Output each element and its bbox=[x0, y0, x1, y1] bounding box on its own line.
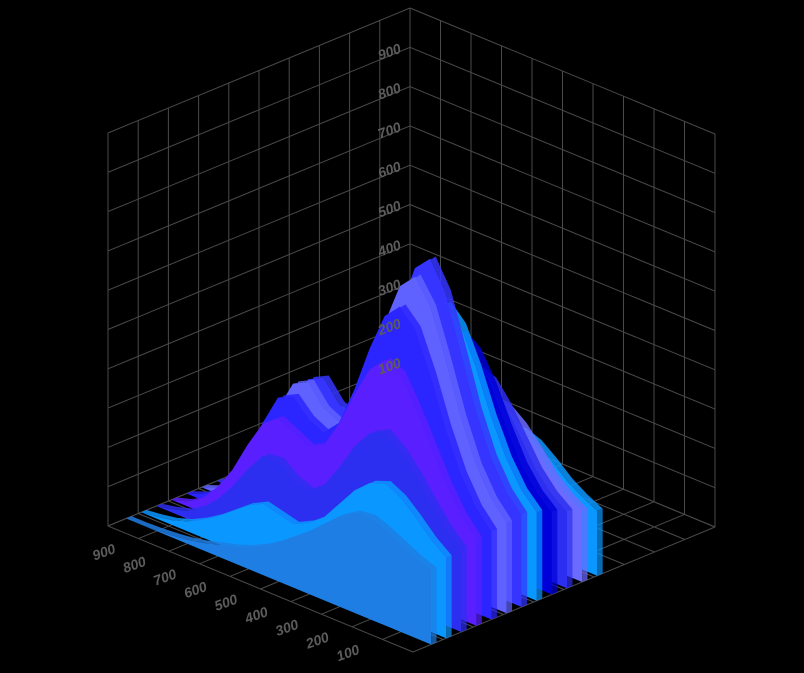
ribbon-end-cap bbox=[521, 512, 528, 607]
ribbon-end-cap bbox=[597, 508, 603, 576]
ribbon-end-cap bbox=[551, 509, 558, 595]
grid-line bbox=[107, 86, 411, 213]
grid-line bbox=[409, 46, 716, 174]
x-tick-label: 500 bbox=[212, 591, 240, 614]
z-axis-ticks: 100 200 300 400 500 600 700 800 900 bbox=[375, 40, 404, 377]
z-tick-label: 100 bbox=[376, 354, 404, 377]
ribbon-end-cap bbox=[431, 567, 437, 645]
ribbon-top-surface bbox=[156, 429, 467, 550]
ribbon-end-cap bbox=[567, 509, 573, 589]
x-tick-label: 200 bbox=[303, 629, 332, 652]
ribbon-end-cap bbox=[446, 555, 452, 639]
ribbon-series-group bbox=[126, 256, 603, 645]
x-tick-label: 300 bbox=[273, 616, 301, 639]
z-tick-label: 500 bbox=[376, 197, 404, 220]
z-tick-label: 800 bbox=[376, 79, 404, 102]
grid-line bbox=[409, 204, 716, 331]
grid-line bbox=[409, 7, 716, 135]
ribbon-end-cap bbox=[461, 547, 467, 632]
x-tick-label: 700 bbox=[151, 566, 179, 589]
ribbon-end-cap bbox=[536, 510, 543, 601]
x-tick-label: 600 bbox=[182, 578, 210, 601]
grid-line bbox=[107, 125, 411, 252]
ribbon-end-cap bbox=[476, 537, 482, 626]
x-tick-label: 900 bbox=[90, 540, 118, 563]
grid-line bbox=[409, 86, 716, 214]
grid-line bbox=[107, 7, 411, 134]
ribbon-series-1 bbox=[126, 510, 437, 645]
x-tick-label: 800 bbox=[121, 553, 149, 576]
x-tick-label: 100 bbox=[334, 641, 362, 664]
z-tick-label: 400 bbox=[375, 237, 404, 260]
grid-line bbox=[107, 204, 411, 330]
ribbon-front-face bbox=[126, 512, 432, 645]
ribbon-end-cap bbox=[491, 528, 497, 620]
ribbon-top-surface bbox=[141, 480, 452, 558]
z-tick-label: 300 bbox=[376, 276, 404, 299]
ribbon-end-cap bbox=[582, 509, 588, 582]
z-tick-label: 200 bbox=[375, 315, 404, 338]
x-tick-label: 400 bbox=[242, 603, 271, 626]
grid-line bbox=[409, 125, 716, 253]
grid-line bbox=[107, 46, 411, 173]
grid-line bbox=[107, 164, 411, 291]
grid-line bbox=[409, 164, 716, 292]
z-tick-label: 900 bbox=[376, 40, 404, 63]
ribbon-end-cap bbox=[506, 520, 513, 614]
z-tick-label: 600 bbox=[376, 158, 404, 181]
z-tick-label: 700 bbox=[376, 119, 404, 142]
